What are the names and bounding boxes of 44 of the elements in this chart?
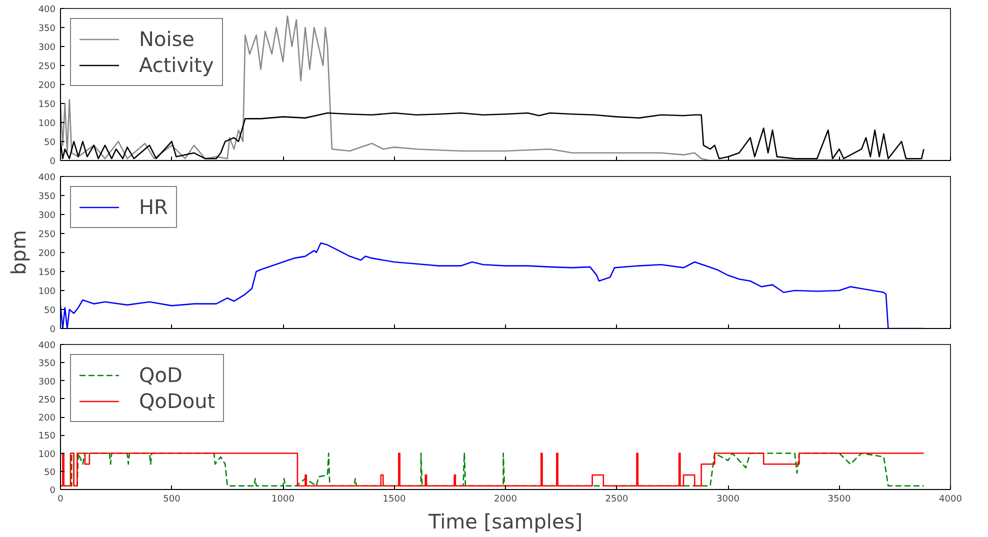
y-tick-label: 300 (38, 211, 56, 221)
y-tick-label: 300 (38, 377, 56, 388)
legend-label: QoD (139, 363, 182, 387)
y-tick-label: 400 (38, 341, 56, 351)
y-tick-label: 150 (38, 268, 56, 278)
y-tick-label: 50 (44, 138, 56, 148)
x-tick-label: 3000 (716, 494, 740, 504)
legend-label: HR (139, 195, 168, 219)
y-tick-label: 350 (38, 359, 56, 370)
x-tick-label: 1500 (382, 494, 406, 504)
y-tick-label: 250 (38, 62, 56, 72)
y-tick-label: 50 (44, 306, 56, 316)
y-tick-label: 0 (50, 157, 56, 167)
y-tick-label: 350 (38, 24, 56, 34)
y-tick-label: 100 (38, 119, 56, 129)
x-tick-label: 3500 (828, 494, 851, 504)
y-tick-label: 300 (38, 43, 56, 53)
y-axis-title: bpm (6, 230, 30, 275)
y-tick-label: 100 (38, 450, 56, 460)
x-tick-label: 2500 (605, 494, 628, 504)
y-tick-label: 0 (50, 325, 56, 335)
legend-label: Noise (139, 27, 194, 51)
legend-label: Activity (139, 53, 214, 77)
y-tick-label: 250 (38, 395, 56, 406)
y-tick-label: 150 (38, 100, 56, 110)
y-tick-label: 100 (38, 287, 56, 297)
legend-label: QoDout (139, 389, 216, 413)
y-tick-label: 350 (38, 192, 56, 202)
y-tick-label: 250 (38, 230, 56, 240)
y-tick-label: 0 (50, 486, 56, 496)
x-tick-label: 1000 (272, 494, 295, 504)
y-tick-label: 50 (44, 468, 56, 478)
y-tick-label: 200 (38, 414, 56, 424)
y-tick-label: 150 (38, 432, 56, 442)
y-tick-label: 400 (38, 5, 56, 15)
y-tick-label: 400 (38, 173, 56, 183)
x-tick-label: 0 (58, 494, 64, 504)
x-tick-label: 2000 (494, 494, 518, 504)
x-axis-title: Time [samples] (427, 510, 583, 534)
y-tick-label: 200 (38, 249, 56, 259)
y-tick-label: 200 (38, 81, 56, 91)
line-series (60, 452, 924, 487)
x-tick-label: 4000 (939, 494, 962, 504)
x-tick-label: 500 (163, 494, 181, 504)
